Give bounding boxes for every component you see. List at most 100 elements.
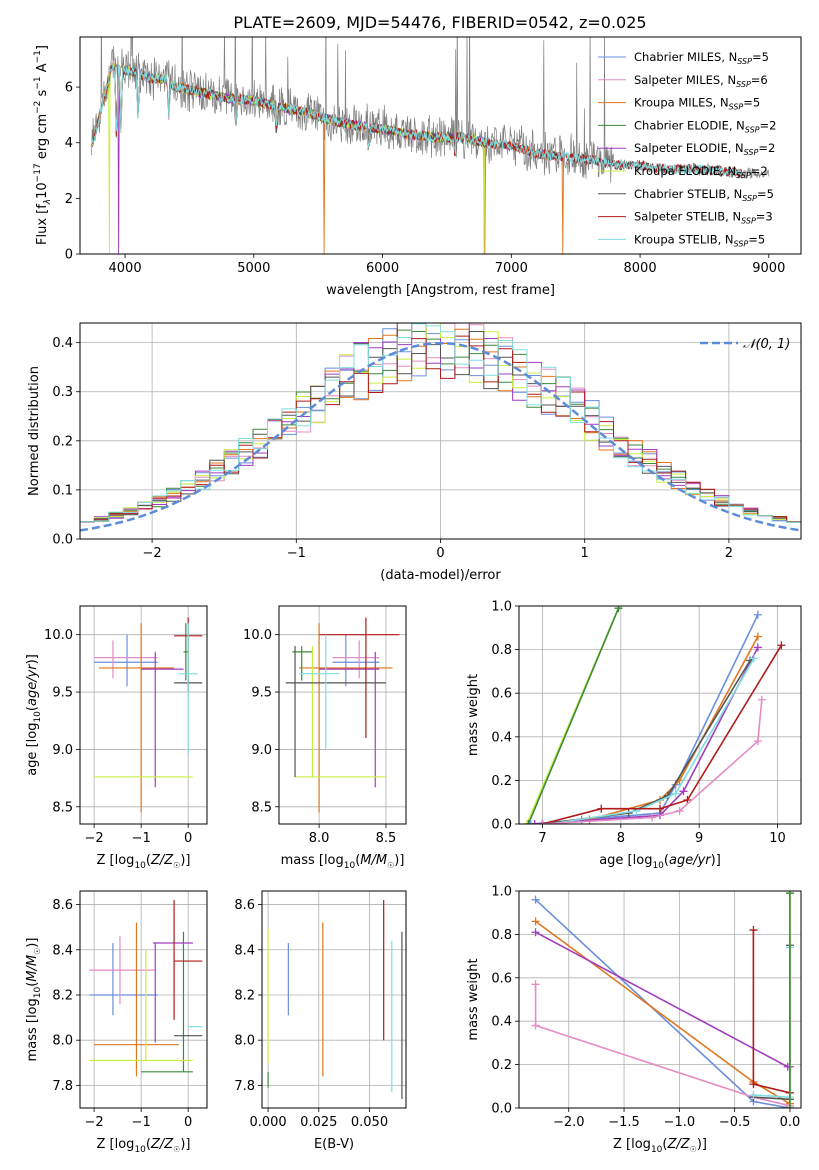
y-tick-label: 8.6 <box>234 898 255 913</box>
y-tick-label: 0.8 <box>491 643 512 658</box>
data-point <box>656 804 664 813</box>
label-part: =5 <box>743 96 760 110</box>
y-tick-label: 8.0 <box>52 1034 73 1049</box>
label-part: Salpeter MILES, N <box>634 73 736 87</box>
label-part: SSP <box>729 103 744 112</box>
axes-frame <box>518 605 802 825</box>
y-tick-label: 7.8 <box>234 1079 255 1094</box>
y-tick-label: 8.4 <box>52 943 73 958</box>
label-part: Z [log <box>97 1137 135 1152</box>
label-part: SSP <box>734 239 749 248</box>
y-tick-label: 0.6 <box>491 687 512 702</box>
label-part: )] <box>25 938 40 948</box>
axes-frame <box>79 605 208 825</box>
y-tick-label: 0.1 <box>52 483 73 498</box>
x-tick-label: 0.050 <box>351 1115 388 1130</box>
series-salpeter-elodie <box>535 931 790 1068</box>
data-point <box>753 737 762 746</box>
label-part: SSP <box>742 194 757 203</box>
label-part: Z [log <box>613 1137 651 1152</box>
label-part: ( <box>355 853 360 868</box>
series-kroupa-stelib <box>753 947 791 1099</box>
legend-entry: Salpeter ELODIE, NSSP=2 <box>634 141 775 157</box>
label-part: =3 <box>756 210 773 224</box>
label-part: Kroupa MILES, N <box>634 96 729 110</box>
label-part: Z/Z <box>666 1137 690 1152</box>
label-part: 10 <box>33 987 43 999</box>
x-tick-label: 4000 <box>109 261 142 276</box>
x-axis-label: Z [log10(Z/Z☉)] <box>97 1137 191 1155</box>
label-part: ( <box>146 853 151 868</box>
y-tick-label: 0.4 <box>491 730 512 745</box>
label-part: Chabrier STELIB, N <box>634 187 742 201</box>
label-part: −2 <box>33 101 43 114</box>
legend-entry: Chabrier MILES, NSSP=5 <box>634 50 769 66</box>
x-axis-label: Z [log10(Z/Z☉)] <box>97 853 191 871</box>
x-tick-label: 2 <box>725 546 733 561</box>
y-tick-label: 6 <box>65 81 73 96</box>
label-part: mass [log <box>25 998 40 1061</box>
label-part: 10 <box>344 861 356 871</box>
x-tick-label: 7000 <box>495 261 528 276</box>
axes-frame <box>79 890 208 1109</box>
legend-entry: Kroupa MILES, NSSP=5 <box>634 96 760 112</box>
y-tick-label: 0.0 <box>491 818 512 833</box>
y-axis-label: age [log10(age/yr)] <box>25 654 43 776</box>
x-tick-label: −2 <box>85 1115 104 1130</box>
data-point <box>675 806 684 815</box>
data-point <box>538 820 547 824</box>
x-axis-label: wavelength [Angstrom, rest frame] <box>326 283 555 298</box>
label-part: M/M <box>360 853 387 868</box>
data-point <box>683 796 692 805</box>
x-tick-label: 8.0 <box>309 831 330 846</box>
panel-mass-vs-Z: −2 −1 07.88.08.28.48.6Z [log10(Z/Z☉)]mass … <box>25 890 208 1155</box>
series-salpeter-elodie <box>534 647 759 824</box>
x-tick-label: 8000 <box>624 261 657 276</box>
data-point <box>614 606 623 613</box>
series-chabrier-stelib <box>542 660 751 824</box>
label-part: ☉ <box>173 861 180 870</box>
label-part: −1 <box>33 50 43 63</box>
y-tick-label: 0.0 <box>491 1102 512 1117</box>
label-part: ( <box>662 1137 667 1152</box>
label-part: ( <box>25 982 40 987</box>
label-part: ( <box>25 706 40 711</box>
data-point <box>648 813 657 822</box>
y-axis-label: Flux [fλ10−17 erg cm−2 s−1 A−1] <box>33 45 53 245</box>
plot-area-mass-weight-vs-age <box>522 606 786 824</box>
plot-area-age-vs-mass <box>285 617 400 813</box>
x-tick-label: 0 <box>436 546 444 561</box>
label-part: SSP <box>737 57 752 66</box>
label-part: ] <box>35 45 50 50</box>
label-part: age/yr <box>25 663 40 706</box>
label-part: =2 <box>758 141 775 155</box>
label-part: =2 <box>751 164 768 178</box>
label-part: SSP <box>736 80 751 89</box>
data-point <box>531 1021 540 1030</box>
x-tick-label: 5000 <box>237 261 270 276</box>
y-axis-label: mass weight <box>466 674 481 756</box>
label-part: =5 <box>757 187 774 201</box>
panel-mass-vs-EBV: 0.000 0.025 0.050 7.8 8.0 8.2 8.4 8.6 E(B-V) <box>234 890 407 1152</box>
y-tick-label: 2 <box>65 192 73 207</box>
y-tick-label: 1.0 <box>491 600 512 615</box>
label-part: λ <box>43 199 53 205</box>
panel-age-vs-Z: −2 −1 08.59.09.510.0Z [log10(Z/Z☉)]age [lo… <box>25 605 208 871</box>
figure-title: PLATE=2609, MJD=54476, FIBERID=0542, z=0… <box>233 13 646 32</box>
label-part: )] <box>697 1137 707 1152</box>
label-part: age [log <box>25 723 40 776</box>
y-tick-label: 8.2 <box>234 988 255 1003</box>
y-tick-label: 0.2 <box>52 434 73 449</box>
histogram-kroupa-stelib <box>80 323 801 523</box>
label-part: Flux [f <box>35 204 50 245</box>
data-point <box>785 891 794 898</box>
label-part: Salpeter ELODIE, N <box>634 141 744 155</box>
data-point <box>597 804 606 813</box>
series-kroupa-miles <box>535 920 791 1105</box>
data-point <box>753 610 762 619</box>
label-part: ☉ <box>33 948 42 955</box>
legend-entry: Kroupa ELODIE, NSSP=2 <box>634 164 768 180</box>
data-point <box>531 895 540 904</box>
label-part: erg cm <box>35 114 50 163</box>
x-tick-label: 0 <box>184 831 192 846</box>
